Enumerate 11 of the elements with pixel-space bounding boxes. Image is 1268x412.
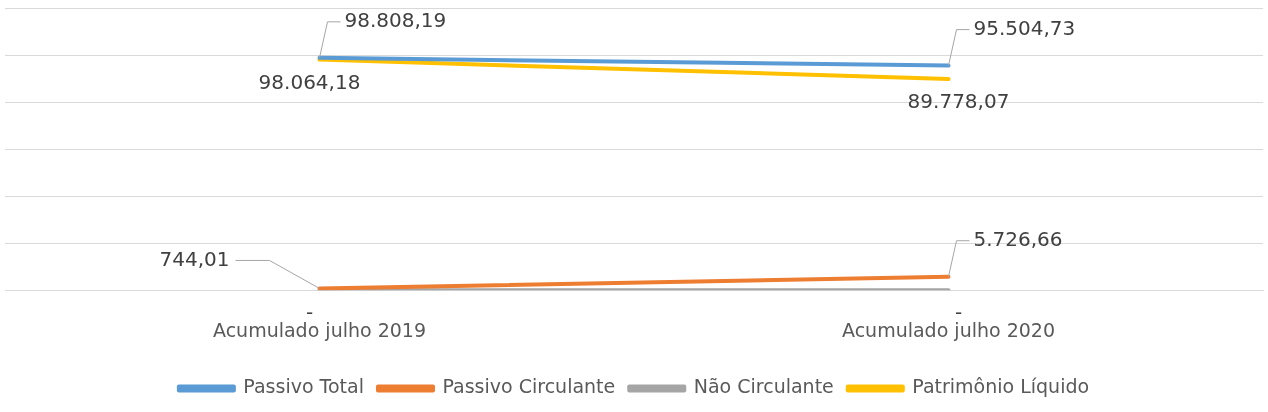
data-label: 89.778,07 <box>907 89 1010 114</box>
data-label: 5.726,66 <box>973 226 1063 251</box>
data-label: 95.504,73 <box>973 15 1076 40</box>
data-label: 98.064,18 <box>258 69 361 94</box>
legend-label: Patrimônio Líquido <box>912 375 1090 398</box>
data-label: 744,01 <box>159 246 230 271</box>
legend-label: Passivo Circulante <box>442 375 616 398</box>
legend-label: Não Circulante <box>693 375 834 398</box>
legend-label: Passivo Total <box>243 375 364 398</box>
data-label: 98.808,19 <box>344 8 447 33</box>
x-tick-label: Acumulado julho 2020 <box>841 318 1056 341</box>
